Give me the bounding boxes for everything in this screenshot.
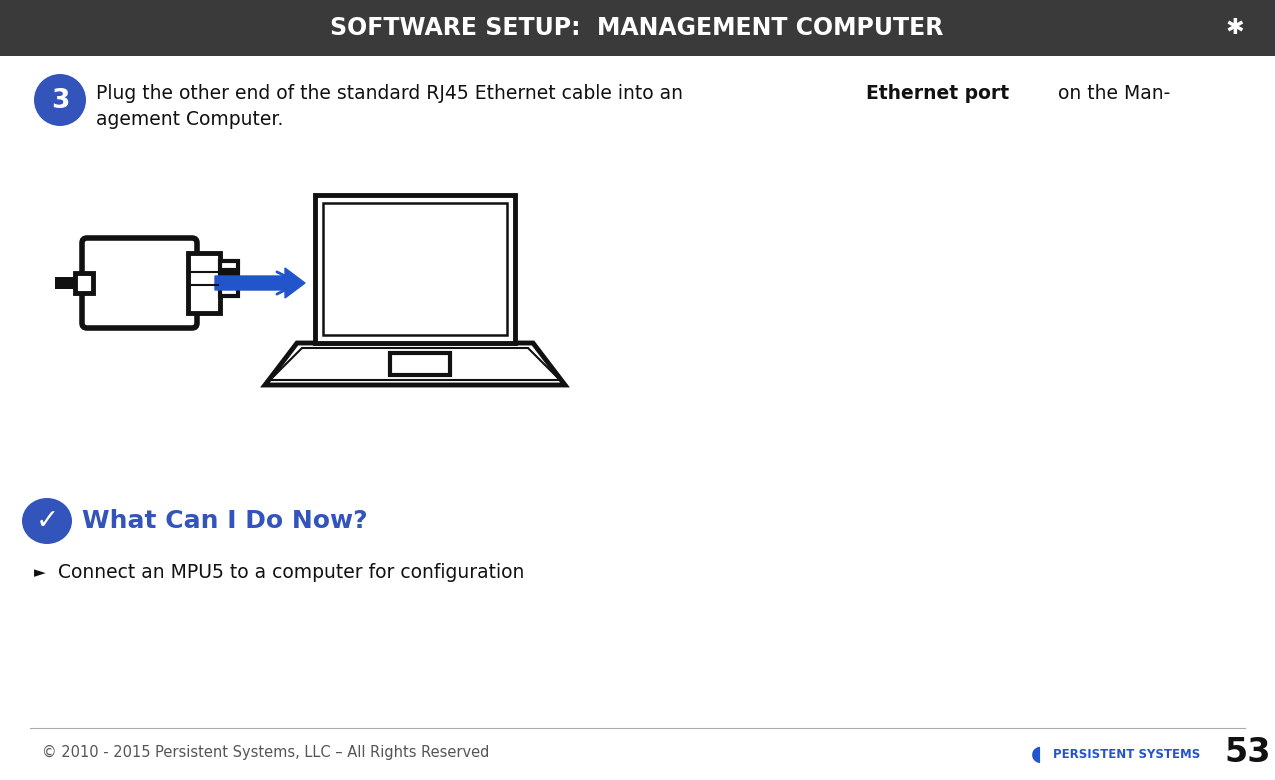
Text: 53: 53 — [1225, 736, 1271, 768]
Bar — [315, 195, 515, 343]
Text: 3: 3 — [51, 88, 69, 114]
Bar — [221, 287, 238, 296]
Polygon shape — [265, 343, 565, 385]
Bar — [55, 277, 91, 289]
Text: ✱: ✱ — [1225, 18, 1244, 38]
Circle shape — [34, 74, 85, 126]
Bar — [221, 261, 238, 270]
Text: What Can I Do Now?: What Can I Do Now? — [82, 509, 367, 533]
Text: agement Computer.: agement Computer. — [96, 110, 283, 129]
Text: SOFTWARE SETUP:  MANAGEMENT COMPUTER: SOFTWARE SETUP: MANAGEMENT COMPUTER — [330, 16, 944, 40]
Text: Plug the other end of the standard RJ45 Ethernet cable into an: Plug the other end of the standard RJ45 … — [96, 84, 688, 103]
Text: ✓: ✓ — [36, 507, 59, 535]
Bar — [221, 274, 238, 283]
Bar — [390, 353, 450, 375]
Ellipse shape — [22, 498, 71, 544]
Text: ◖: ◖ — [1030, 744, 1042, 764]
Bar — [75, 273, 93, 293]
FancyArrow shape — [215, 268, 305, 298]
Bar — [0, 0, 1275, 56]
Bar — [323, 203, 507, 335]
Text: on the Man-: on the Man- — [1052, 84, 1170, 103]
Text: © 2010 - 2015 Persistent Systems, LLC – All Rights Reserved: © 2010 - 2015 Persistent Systems, LLC – … — [42, 744, 490, 760]
Text: Ethernet port: Ethernet port — [866, 84, 1010, 103]
Text: Connect an MPU5 to a computer for configuration: Connect an MPU5 to a computer for config… — [57, 563, 524, 583]
Text: PERSISTENT SYSTEMS: PERSISTENT SYSTEMS — [1053, 747, 1200, 760]
FancyBboxPatch shape — [82, 238, 198, 328]
Text: ►: ► — [34, 566, 46, 580]
Bar — [187, 253, 221, 313]
